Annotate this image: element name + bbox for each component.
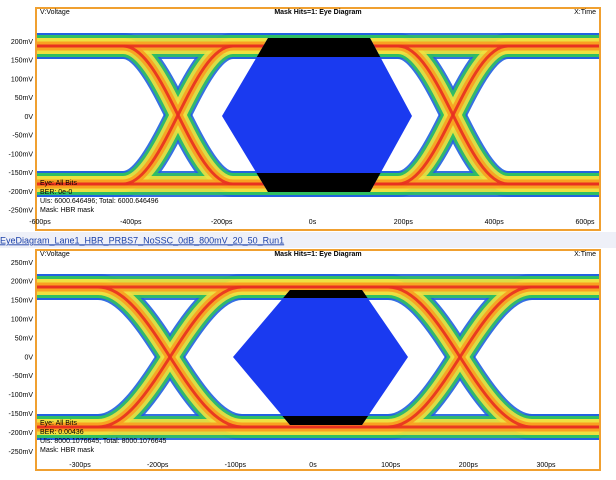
y-tick-label: -200mV xyxy=(8,430,33,437)
header-left: V:Voltage xyxy=(40,251,70,258)
eye-trace xyxy=(37,285,599,429)
mask-hits xyxy=(222,38,412,192)
x-tick-label: 200ps xyxy=(459,462,479,469)
y-tick-label: -150mV xyxy=(8,170,33,177)
y-tick-label: 200mV xyxy=(11,39,34,46)
y-tick-label: 150mV xyxy=(11,298,34,305)
legend-line: Mask: HBR mask xyxy=(40,207,95,214)
y-tick-label: -100mV xyxy=(8,151,33,158)
y-tick-label: 50mV xyxy=(15,95,34,102)
y-tick-label: -50mV xyxy=(12,133,33,140)
x-tick-label: -300ps xyxy=(69,462,91,469)
legend-line: UIs: 6000.646496; Total: 6000.646496 xyxy=(40,198,159,205)
y-tick-label: 250mV xyxy=(11,260,34,267)
x-tick-label: -200ps xyxy=(211,219,233,226)
y-tick-label: 100mV xyxy=(11,317,34,324)
x-tick-label: -400ps xyxy=(120,219,142,226)
x-tick-label: 300ps xyxy=(536,462,556,469)
file-label[interactable]: EyeDiagram_Lane1_HBR_PRBS7_NoSSC_0dB_800… xyxy=(0,235,284,245)
y-tick-label: -50mV xyxy=(12,373,33,380)
legend: Eye: All Bits BER: 0e-0 UIs: 6000.646496; … xyxy=(40,180,159,214)
y-tick-label: -250mV xyxy=(8,208,33,215)
y-tick-label: 0V xyxy=(24,114,33,121)
y-tick-label: -250mV xyxy=(8,449,33,456)
x-tick-label: -200ps xyxy=(147,462,169,469)
eye-traces xyxy=(37,274,599,440)
legend-line: UIs: 8000.1076645; Total: 8000.1076645 xyxy=(40,438,166,445)
legend: Eye: All Bits BER: 0.00436 UIs: 8000.10766… xyxy=(40,420,166,454)
y-tick-label: 150mV xyxy=(11,58,34,65)
y-tick-label: -100mV xyxy=(8,392,33,399)
legend-line: Eye: All Bits xyxy=(40,420,77,427)
file-bar xyxy=(0,232,616,248)
y-tick-label: -200mV xyxy=(8,189,33,196)
y-tick-label: 200mV xyxy=(11,279,34,286)
x-tick-label: -600ps xyxy=(29,219,51,226)
legend-line: BER: 0e-0 xyxy=(40,189,72,196)
x-tick-label: -100ps xyxy=(225,462,247,469)
header-right: X:Time xyxy=(574,251,596,258)
x-tick-label: 600ps xyxy=(575,219,595,226)
y-tick-label: 50mV xyxy=(15,335,34,342)
header-right: X:Time xyxy=(574,9,596,16)
eye-trace xyxy=(37,285,599,429)
y-tick-label: 100mV xyxy=(11,76,34,83)
eye-mask xyxy=(233,290,408,425)
x-tick-label: 0s xyxy=(309,462,317,469)
legend-line: Mask: HBR mask xyxy=(40,447,95,454)
y-tick-label: 0V xyxy=(24,354,33,361)
panel-title: Mask Hits=1: Eye Diagram xyxy=(274,9,361,16)
x-tick-label: 100ps xyxy=(381,462,401,469)
x-tick-label: 400ps xyxy=(485,219,505,226)
legend-line: Eye: All Bits xyxy=(40,180,77,187)
header-left: V:Voltage xyxy=(40,9,70,16)
x-tick-label: 0s xyxy=(309,219,317,226)
x-tick-label: 200ps xyxy=(394,219,414,226)
eye-mask xyxy=(222,38,412,192)
panel-title: Mask Hits=1: Eye Diagram xyxy=(274,251,361,258)
legend-line: BER: 0.00436 xyxy=(40,429,84,436)
y-tick-label: -150mV xyxy=(8,411,33,418)
